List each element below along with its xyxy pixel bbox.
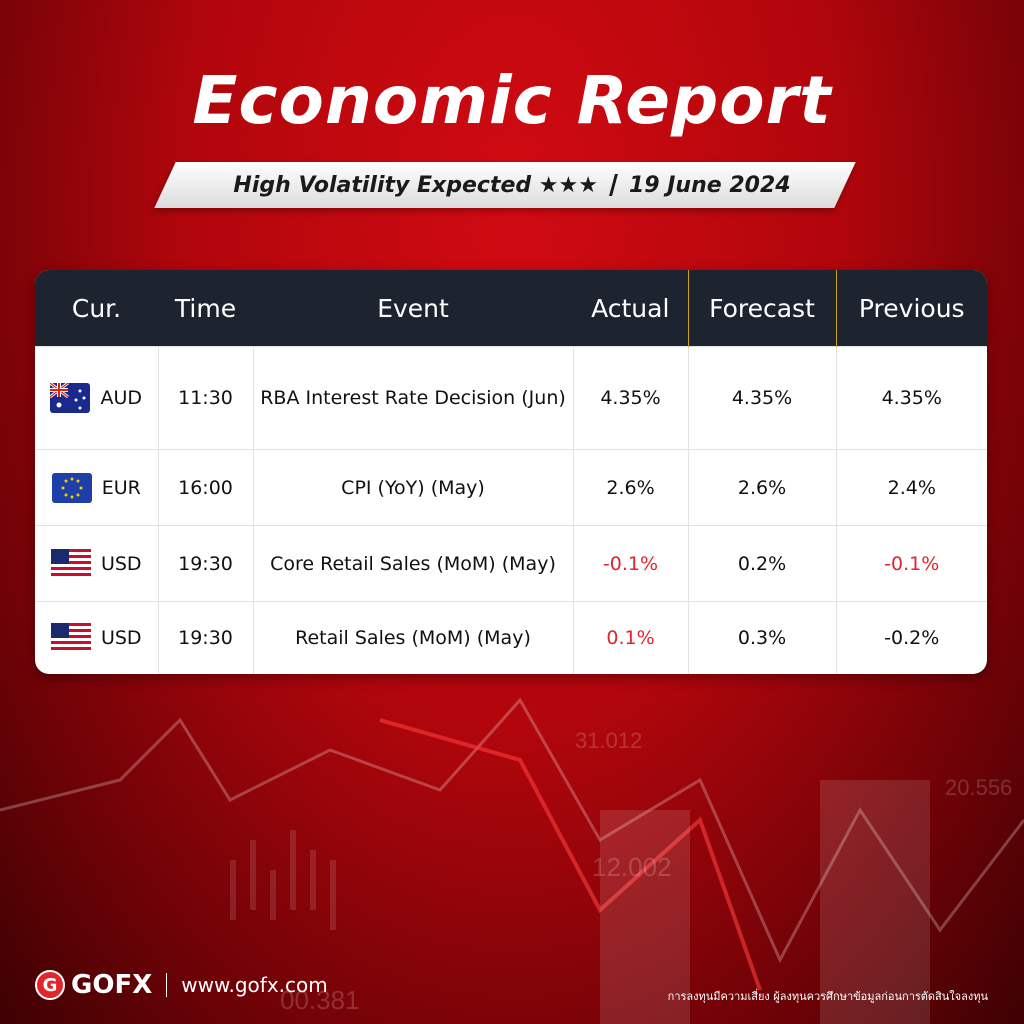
brand: GOFX: [71, 970, 153, 1000]
forecast: 4.35%: [687, 346, 836, 450]
forecast: 0.2%: [687, 525, 836, 602]
time: 19:30: [157, 601, 253, 674]
footer: G GOFX www.gofx.com: [35, 970, 328, 1000]
forecast: 0.3%: [687, 601, 836, 674]
subtitle: High Volatility Expected ★★★: [233, 172, 598, 198]
actual: -0.1%: [572, 525, 688, 602]
time: 16:00: [157, 449, 253, 526]
background-label: 12.002: [592, 852, 672, 882]
event: Retail Sales (MoM) (May): [252, 601, 573, 674]
event: Core Retail Sales (MoM) (May): [252, 525, 573, 602]
table-card: Cur. Time Event Actual Forecast Previous…: [35, 270, 987, 674]
background-chart: [0, 697, 1024, 1024]
column-header: Event: [253, 270, 573, 347]
background-label: 31.012: [575, 728, 643, 753]
forecast: 2.6%: [687, 449, 836, 526]
currency: USD: [100, 552, 142, 575]
flag: [50, 383, 91, 413]
column-header: Previous: [835, 270, 987, 347]
event: CPI (YoY) (May): [252, 449, 573, 526]
column-header: Time: [158, 270, 253, 347]
flag: [51, 472, 92, 503]
time: 19:30: [157, 525, 253, 602]
event: RBA Interest Rate Decision (Jun): [252, 346, 573, 450]
background-label: 20.556: [945, 775, 1013, 800]
banner-text: High Volatility Expected ★★★ 19 June 202…: [150, 162, 874, 208]
flag: [50, 548, 91, 579]
column-header: Actual: [573, 270, 688, 347]
currency: EUR: [101, 476, 141, 499]
disclaimer: การลงทุนมีความเสี่ยง ผู้ลงทุนควรศึกษาข้อ…: [667, 990, 988, 1003]
separator: [609, 174, 618, 196]
date: 19 June 2024: [628, 172, 791, 198]
url[interactable]: www.gofx.com: [181, 973, 328, 997]
column-header: Forecast: [687, 270, 836, 347]
actual: 4.35%: [572, 346, 688, 450]
background-label: 00.381: [280, 985, 360, 1015]
table: Cur. Time Event Actual Forecast Previous…: [35, 270, 987, 674]
actual: 0.1%: [572, 601, 688, 674]
previous: -0.1%: [835, 525, 987, 602]
flag: [50, 623, 91, 653]
currency: USD: [100, 627, 142, 649]
currency: AUD: [100, 387, 143, 409]
previous: 4.35%: [835, 346, 987, 450]
title: Economic Report: [192, 62, 832, 139]
previous: 2.4%: [835, 449, 987, 526]
logo-icon: G: [35, 970, 65, 1000]
divider: [166, 973, 168, 997]
column-header: Cur.: [35, 270, 158, 347]
previous: -0.2%: [835, 601, 987, 674]
time: 11:30: [157, 346, 253, 450]
actual: 2.6%: [572, 449, 688, 526]
